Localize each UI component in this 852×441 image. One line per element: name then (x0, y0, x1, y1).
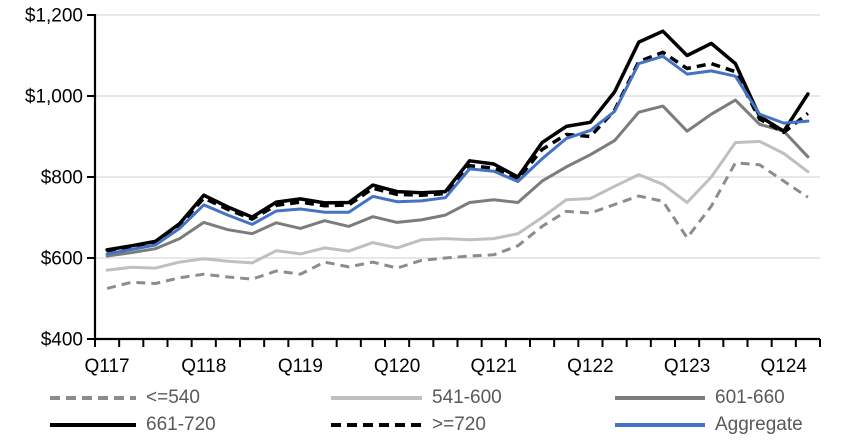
series-line-720 (106, 50, 809, 254)
legend-swatch-aggregate (615, 423, 705, 427)
x-axis-label: Q124 (761, 356, 808, 377)
x-axis-label: Q123 (664, 356, 710, 377)
legend-swatch-601-660 (615, 396, 705, 400)
y-axis-label: $1,000 (25, 87, 83, 108)
legend-label-541-600: 541-600 (432, 387, 502, 408)
x-axis-label: Q119 (278, 356, 323, 377)
series-line-aggregate (105, 54, 810, 256)
legend-item-661-720: 661-720 (49, 415, 216, 435)
legend-label-661-720: 661-720 (146, 414, 216, 435)
y-axis-label: $400 (41, 330, 83, 351)
legend-item-540: <=540 (49, 388, 200, 408)
x-axis-label: Q121 (471, 356, 517, 377)
x-axis-label: Q118 (181, 356, 226, 377)
y-axis-label: $1,200 (25, 6, 83, 27)
legend-item-601-660: 601-660 (614, 388, 785, 408)
series-line-601-660 (105, 98, 810, 258)
legend-item-aggregate: Aggregate (614, 415, 803, 435)
legend-label-540: <=540 (146, 387, 200, 408)
y-axis-label: $600 (41, 249, 83, 270)
legend-label-601-660: 601-660 (715, 387, 785, 408)
series-line-541-600 (105, 139, 810, 272)
legend-item-541-600: 541-600 (330, 388, 502, 408)
legend-item-720: >=720 (330, 415, 486, 435)
legend-swatch-661-720 (50, 423, 136, 427)
x-axis-label: Q122 (567, 356, 613, 377)
series-line-661-720 (105, 29, 810, 252)
x-axis-label: Q120 (374, 356, 420, 377)
y-axis-label: $800 (41, 168, 83, 189)
x-axis-label: Q117 (85, 356, 130, 377)
legend-swatch-540 (50, 396, 136, 400)
legend-swatch-541-600 (331, 396, 422, 400)
legend-label-720: >=720 (432, 414, 486, 435)
legend-swatch-720 (331, 423, 422, 427)
series-line-540 (106, 161, 809, 290)
legend-label-aggregate: Aggregate (715, 414, 803, 435)
